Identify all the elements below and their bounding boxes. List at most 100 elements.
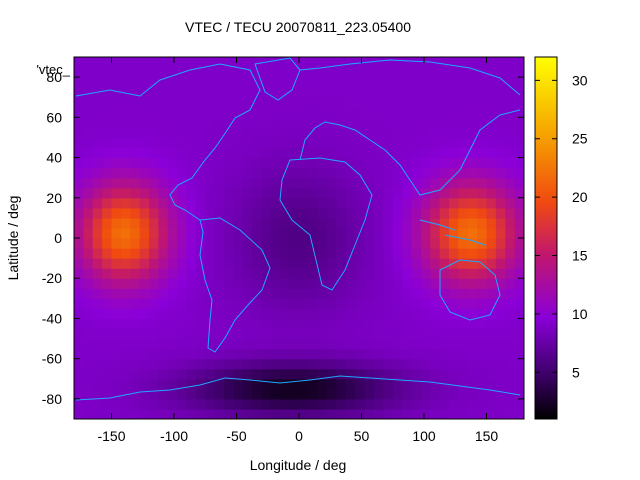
heatmap-cell (383, 348, 394, 360)
heatmap-cell (130, 197, 141, 209)
x-tick-label: 100 (412, 428, 436, 444)
heatmap-cell (224, 117, 234, 128)
heatmap-cell (233, 217, 244, 229)
heatmap-cell (270, 288, 281, 299)
heatmap-cell (74, 87, 84, 98)
heatmap-cell (92, 157, 103, 169)
heatmap-cell (317, 268, 328, 279)
heatmap-cell (383, 308, 394, 320)
heatmap-cell (458, 408, 469, 419)
heatmap-cell (83, 358, 94, 370)
heatmap-cell (167, 328, 178, 340)
heatmap-cell (439, 398, 450, 410)
heatmap-cell (224, 127, 234, 139)
heatmap-cell (364, 67, 375, 78)
heatmap-cell (111, 408, 122, 419)
heatmap-cell (233, 107, 244, 118)
heatmap-cell (261, 187, 272, 199)
heatmap-cell (149, 157, 159, 169)
heatmap-cell (449, 338, 459, 350)
heatmap-cell (392, 238, 403, 249)
heatmap-cell (486, 137, 497, 149)
heatmap-cell (383, 67, 394, 78)
heatmap-cell (345, 107, 356, 118)
heatmap-cell (139, 57, 150, 68)
heatmap-cell (308, 348, 319, 360)
heatmap-cell (327, 177, 338, 189)
heatmap-cell (186, 258, 197, 269)
heatmap-cell (149, 388, 159, 400)
heatmap-cell (167, 358, 178, 370)
heatmap-cell (486, 368, 497, 380)
heatmap-cell (392, 187, 403, 199)
heatmap-cell (345, 378, 356, 390)
heatmap-cell (420, 318, 431, 330)
heatmap-cell (74, 217, 84, 229)
heatmap-cell (364, 348, 375, 360)
heatmap-cell (364, 298, 375, 309)
heatmap-cell (449, 197, 459, 209)
heatmap-cell (167, 177, 178, 189)
heatmap-cell (411, 97, 422, 108)
colorbar-tick-label: 25 (572, 131, 588, 147)
heatmap-cell (289, 378, 300, 390)
heatmap-cell (345, 197, 356, 209)
y-tick-label: -20 (42, 270, 62, 286)
heatmap-cell (420, 348, 431, 360)
heatmap-cell (505, 388, 516, 400)
heatmap-cell (120, 197, 131, 209)
heatmap-cell (195, 388, 206, 400)
heatmap-cell (261, 227, 272, 239)
heatmap-cell (336, 167, 347, 179)
heatmap-cell (280, 318, 291, 330)
heatmap-cell (214, 227, 225, 239)
heatmap-cell (467, 398, 478, 410)
heatmap-cell (242, 248, 253, 259)
heatmap-cell (83, 227, 94, 239)
heatmap-cell (477, 338, 488, 350)
heatmap-cell (299, 348, 309, 360)
heatmap-cell (92, 67, 103, 78)
heatmap-cell (308, 147, 319, 159)
heatmap-cell (439, 227, 450, 239)
heatmap-cell (486, 288, 497, 299)
heatmap-cell (374, 368, 384, 380)
heatmap-cell (270, 97, 281, 108)
heatmap-cell (224, 177, 234, 189)
heatmap-cell (327, 157, 338, 169)
heatmap-cell (495, 147, 506, 159)
heatmap-cell (139, 268, 150, 279)
heatmap-cell (420, 298, 431, 309)
heatmap-cell (439, 288, 450, 299)
heatmap-cell (495, 67, 506, 78)
heatmap-cell (336, 368, 347, 380)
heatmap-cell (345, 298, 356, 309)
heatmap-cell (92, 97, 103, 108)
heatmap-cell (83, 97, 94, 108)
heatmap-cell (224, 258, 234, 269)
colorbar-tick-label: 15 (572, 248, 588, 264)
heatmap-cell (374, 398, 384, 410)
heatmap-cell (92, 117, 103, 128)
heatmap-cell (111, 238, 122, 249)
heatmap-cell (308, 268, 319, 279)
heatmap-cell (486, 338, 497, 350)
heatmap-cell (449, 348, 459, 360)
heatmap-cell (186, 107, 197, 118)
heatmap-cell (102, 57, 113, 68)
heatmap-cell (111, 167, 122, 179)
heatmap-cell (364, 107, 375, 118)
heatmap-cell (158, 318, 169, 330)
heatmap-cell (355, 268, 366, 279)
heatmap-cell (420, 107, 431, 118)
heatmap-cell (308, 308, 319, 320)
heatmap-cell (392, 378, 403, 390)
heatmap-cell (280, 117, 291, 128)
heatmap-cell (111, 338, 122, 350)
heatmap-cell (270, 408, 281, 419)
x-tick-label: 0 (295, 428, 303, 444)
heatmap-cell (242, 207, 253, 219)
heatmap-cell (261, 107, 272, 118)
heatmap-cell (158, 288, 169, 299)
heatmap-cell (177, 288, 188, 299)
